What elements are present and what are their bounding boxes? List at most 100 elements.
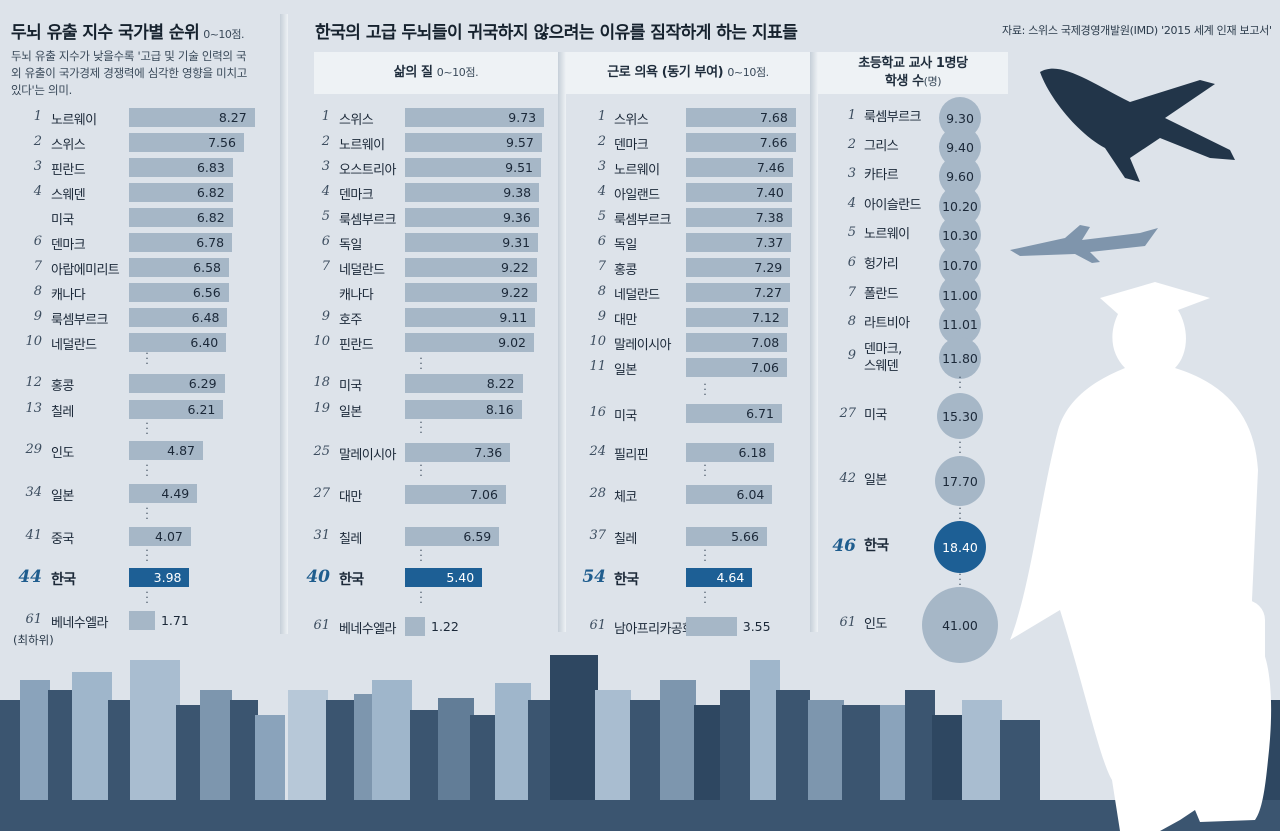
- country-label: 한국: [51, 572, 76, 588]
- country-label: 중국: [51, 532, 74, 547]
- rank-label: 54: [582, 567, 606, 587]
- rank-label: 19: [313, 401, 330, 416]
- bar: [686, 333, 788, 352]
- rank-label: 29: [25, 442, 42, 457]
- country-label: 덴마크: [51, 238, 86, 253]
- bubble: 18.40: [934, 521, 986, 573]
- country-label: 베네수엘라: [339, 622, 396, 637]
- ellipsis-dots: · · ·: [703, 459, 707, 482]
- col2-header: 삶의 질 0~10점.: [314, 52, 559, 94]
- country-label: 스위스: [614, 113, 649, 128]
- col3-header: 근로 의욕 (동기 부여) 0~10점.: [566, 52, 811, 94]
- country-label: 말레이시아: [339, 448, 396, 463]
- bar: [129, 208, 233, 227]
- rank-label: 5: [847, 225, 856, 240]
- rank-label: 3: [321, 159, 330, 174]
- bar: [129, 158, 233, 177]
- value-label: 7.38: [755, 210, 784, 225]
- ellipsis-dots: · · ·: [958, 568, 962, 591]
- value-label: 6.29: [188, 376, 217, 391]
- rank-label: 9: [321, 309, 330, 324]
- rank-label: 9: [33, 309, 42, 324]
- value-label: 6.21: [187, 402, 216, 417]
- rank-label: 6: [33, 234, 42, 249]
- country-label: 남아프리카공화국: [614, 622, 705, 637]
- bar: [405, 283, 537, 302]
- value-label: 5.40: [446, 570, 475, 585]
- ellipsis-dots: · · ·: [419, 459, 423, 482]
- rank-label: 10: [313, 334, 330, 349]
- separator-1: [280, 14, 288, 634]
- rank-label: 4: [321, 184, 330, 199]
- value-label: 7.36: [474, 445, 503, 460]
- country-label: 미국: [339, 379, 362, 394]
- value-label: 7.37: [755, 235, 784, 250]
- rank-label: 1: [321, 109, 330, 124]
- country-label: 네덜란드: [614, 288, 660, 303]
- country-label: 룩셈부르크: [339, 213, 396, 228]
- rank-label: 4: [33, 184, 42, 199]
- country-label: 스위스: [51, 138, 86, 153]
- country-label: 한국: [614, 572, 639, 588]
- bar: [405, 527, 500, 546]
- ellipsis-dots: · · ·: [958, 436, 962, 459]
- bar: [686, 443, 775, 462]
- bar: [686, 258, 791, 277]
- country-label: 일본: [339, 405, 362, 420]
- value-label: 7.68: [759, 110, 788, 125]
- country-label: 독일: [614, 238, 637, 253]
- value-label: 6.82: [196, 210, 225, 225]
- value-label: 7.66: [759, 135, 788, 150]
- ellipsis-dots: · · ·: [145, 459, 149, 482]
- panel1-title: 두뇌 유출 지수 국가별 순위 0~10점.: [11, 23, 245, 43]
- panel1-description: 두뇌 유출 지수가 낮을수록 '고급 및 기술 인력의 국외 유출이 국가경제 …: [11, 49, 248, 97]
- bar: [686, 358, 787, 377]
- value-label: 7.08: [751, 335, 780, 350]
- rank-label: 44: [18, 567, 42, 587]
- bar: [686, 404, 782, 423]
- country-label: 덴마크, 스웨덴: [864, 342, 902, 374]
- bar: [405, 158, 541, 177]
- bar: [405, 374, 523, 393]
- rank-label: 24: [589, 444, 606, 459]
- country-label: 라트비아: [864, 316, 910, 331]
- rank-label: 1: [33, 109, 42, 124]
- value-label: 9.38: [503, 185, 532, 200]
- bar: [686, 283, 790, 302]
- rank-label: 11: [589, 359, 606, 374]
- rank-label: 1: [847, 108, 856, 123]
- bar: [129, 568, 190, 587]
- value-label: 7.56: [208, 135, 236, 150]
- col3-title: 근로 의욕 (동기 부여): [607, 65, 724, 80]
- rank-label: 5: [321, 209, 330, 224]
- bar: [129, 283, 229, 302]
- bar: [686, 183, 792, 202]
- bar: [686, 617, 737, 636]
- value-label: 8.27: [218, 110, 247, 125]
- country-label: 덴마크: [339, 188, 374, 203]
- value-label: 7.29: [754, 260, 783, 275]
- ellipsis-dots: · · ·: [145, 502, 149, 525]
- country-label: 홍콩: [614, 263, 637, 278]
- country-label: 핀란드: [51, 163, 86, 178]
- bar: [405, 443, 511, 462]
- rank-label: 7: [597, 259, 606, 274]
- rank-label: 61: [589, 618, 606, 633]
- value-label: 4.07: [155, 529, 183, 544]
- bar: [129, 308, 228, 327]
- rank-label: 6: [597, 234, 606, 249]
- bubble: 17.70: [935, 456, 985, 506]
- bar: [129, 484, 198, 503]
- ellipsis-dots: · · ·: [145, 586, 149, 609]
- country-label: 카타르: [864, 168, 899, 183]
- ellipsis-dots: · · ·: [703, 544, 707, 567]
- rank-label: 18: [313, 375, 330, 390]
- panel1-unit: 0~10점.: [203, 28, 245, 41]
- bar: [129, 374, 225, 393]
- country-label: 룩셈부르크: [864, 110, 921, 125]
- rank-label: 8: [33, 284, 42, 299]
- rank-label: 61: [839, 615, 856, 630]
- rank-label: 10: [25, 334, 42, 349]
- country-label: 독일: [339, 238, 362, 253]
- country-label: 한국: [864, 538, 889, 554]
